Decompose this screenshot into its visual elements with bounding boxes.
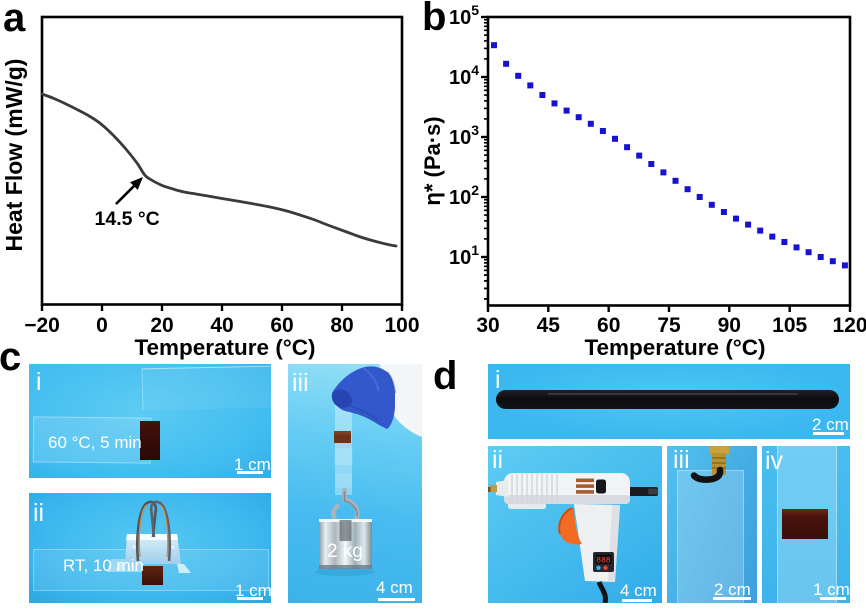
- svg-text:888: 888: [596, 557, 611, 566]
- svg-text:Temperature (°C): Temperature (°C): [134, 335, 315, 360]
- svg-text:0: 0: [96, 314, 108, 337]
- svg-text:102: 102: [449, 182, 479, 209]
- svg-text:30: 30: [476, 314, 499, 337]
- svg-text:80: 80: [330, 314, 353, 337]
- svg-text:60: 60: [270, 314, 293, 337]
- svg-text:−20: −20: [24, 314, 60, 337]
- svg-text:Heat Flow (mW/g): Heat Flow (mW/g): [1, 59, 27, 252]
- svg-text:40: 40: [210, 314, 233, 337]
- svg-text:Temperature (°C): Temperature (°C): [584, 335, 765, 360]
- svg-text:105: 105: [772, 314, 807, 337]
- svg-text:η* (Pa·s): η* (Pa·s): [420, 116, 445, 205]
- svg-text:14.5 °C: 14.5 °C: [95, 208, 160, 230]
- svg-text:20: 20: [150, 314, 173, 337]
- svg-text:101: 101: [449, 242, 479, 269]
- svg-text:90: 90: [718, 314, 741, 337]
- svg-text:60: 60: [597, 314, 620, 337]
- svg-text:75: 75: [657, 314, 681, 337]
- svg-text:103: 103: [449, 122, 479, 149]
- svg-text:100: 100: [384, 314, 419, 337]
- svg-text:45: 45: [537, 314, 561, 337]
- svg-text:120: 120: [832, 314, 866, 337]
- svg-text:105: 105: [449, 2, 479, 29]
- svg-text:104: 104: [449, 62, 479, 89]
